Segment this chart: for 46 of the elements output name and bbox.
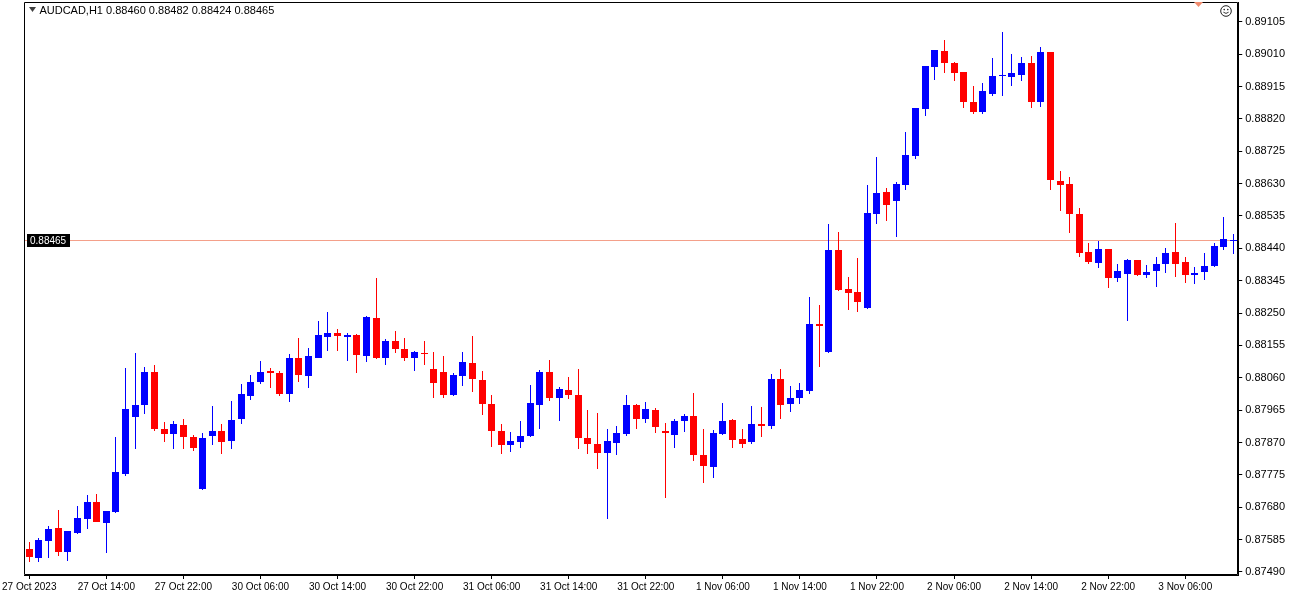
y-tick-label: 0.87585 xyxy=(1245,532,1285,545)
y-tick-label: 0.88725 xyxy=(1245,144,1285,157)
y-tick-label: 0.87680 xyxy=(1245,500,1285,513)
candlestick xyxy=(267,368,274,388)
x-tick-label: 27 Oct 2023 xyxy=(2,580,57,592)
y-tick-label: 0.88060 xyxy=(1245,370,1285,383)
candlestick xyxy=(816,305,823,367)
candlestick xyxy=(999,32,1006,96)
y-tick-label: 0.88535 xyxy=(1245,208,1285,221)
y-tick-label: 0.87775 xyxy=(1245,467,1285,480)
y-tick-label: 0.87870 xyxy=(1245,435,1285,448)
candlestick xyxy=(662,423,669,498)
x-tick-label: 31 Oct 06:00 xyxy=(463,580,521,592)
y-tick-label: 0.88820 xyxy=(1245,111,1285,124)
y-tick-label: 0.89105 xyxy=(1245,14,1285,27)
x-tick-label: 30 Oct 14:00 xyxy=(308,580,367,592)
x-tick-label: 27 Oct 22:00 xyxy=(154,580,213,592)
x-tick-label: 2 Nov 14:00 xyxy=(1004,580,1059,592)
x-tick-label: 31 Oct 22:00 xyxy=(617,580,675,592)
y-tick-label: 0.89010 xyxy=(1245,47,1285,60)
x-tick-label: 27 Oct 14:00 xyxy=(77,580,136,592)
x-tick-label: 1 Nov 22:00 xyxy=(850,580,905,592)
x-tick-label: 2 Nov 22:00 xyxy=(1081,580,1136,592)
y-tick-label: 0.87965 xyxy=(1245,403,1285,416)
y-tick-label: 0.88345 xyxy=(1245,273,1285,286)
x-tick-label: 3 Nov 06:00 xyxy=(1158,580,1213,592)
candlestick xyxy=(1230,234,1237,254)
candlestick xyxy=(421,341,428,365)
x-tick-label: 30 Oct 22:00 xyxy=(385,580,444,592)
x-tick-label: 1 Nov 06:00 xyxy=(695,580,751,592)
candlestick xyxy=(324,312,331,351)
candlestick xyxy=(1057,171,1064,211)
ref-line-label: 0.88465 xyxy=(30,234,67,246)
x-tick-label: 2 Nov 06:00 xyxy=(927,580,982,592)
x-tick-label: 31 Oct 14:00 xyxy=(540,580,598,592)
candlestick xyxy=(344,333,351,361)
y-tick-label: 0.88155 xyxy=(1245,338,1285,351)
chart-title: AUDCAD,H1 0.88460 0.88482 0.88424 0.88465 xyxy=(39,3,275,17)
y-tick-label: 0.88250 xyxy=(1245,306,1285,319)
candlestick xyxy=(758,407,765,437)
y-tick-label: 0.87490 xyxy=(1245,564,1285,577)
x-tick-label: 1 Nov 14:00 xyxy=(772,580,828,592)
y-tick-label: 0.88915 xyxy=(1245,79,1285,92)
y-tick-label: 0.88630 xyxy=(1245,176,1285,189)
x-tick-label: 30 Oct 06:00 xyxy=(231,580,290,592)
y-tick-label: 0.88440 xyxy=(1245,241,1285,254)
